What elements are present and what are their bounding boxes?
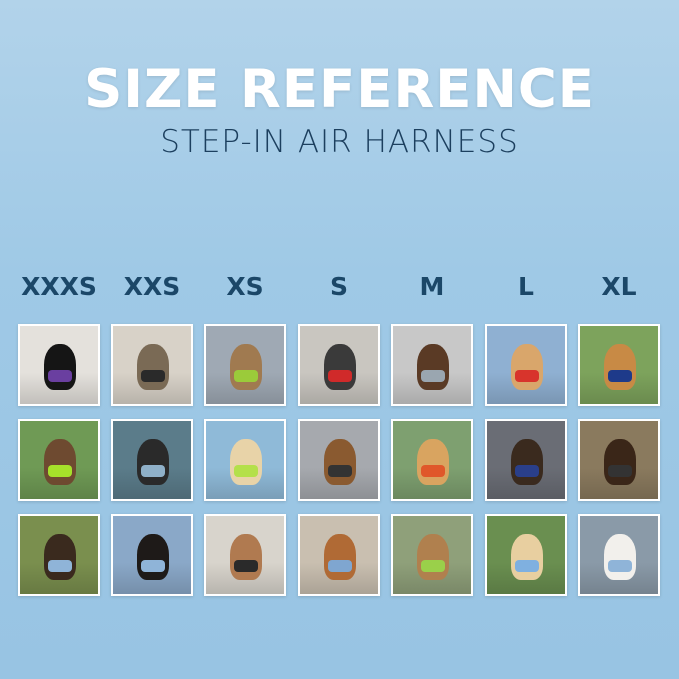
dog-image <box>604 534 636 580</box>
dog-image <box>137 534 169 580</box>
dog-image <box>324 439 356 485</box>
dog-image <box>324 344 356 390</box>
harness-image <box>421 465 445 477</box>
dog-photo-xxxs <box>18 419 100 501</box>
dog-image <box>604 439 636 485</box>
harness-image <box>48 465 72 477</box>
harness-image <box>328 465 352 477</box>
harness-image <box>48 370 72 382</box>
dog-photo-m <box>391 324 473 406</box>
dog-photo-l <box>485 324 567 406</box>
dog-photo-l <box>485 419 567 501</box>
dog-image <box>44 534 76 580</box>
dog-image <box>137 439 169 485</box>
harness-image <box>234 370 258 382</box>
dog-image <box>417 439 449 485</box>
dog-image <box>417 344 449 390</box>
page-subtitle: STEP-IN AIR HARNESS <box>160 124 519 160</box>
dog-photo-s <box>298 514 380 596</box>
size-label-xxs: XXS <box>123 272 181 301</box>
size-label-xl: XL <box>601 272 637 301</box>
harness-image <box>421 370 445 382</box>
size-label-xxxs: XXXS <box>21 272 97 301</box>
dog-image <box>511 439 543 485</box>
harness-image <box>608 370 632 382</box>
dog-photo-xl <box>578 324 660 406</box>
harness-image <box>515 560 539 572</box>
harness-image <box>515 465 539 477</box>
dog-photo-xs <box>204 324 286 406</box>
size-label-m: M <box>419 272 445 301</box>
harness-image <box>608 560 632 572</box>
harness-image <box>48 560 72 572</box>
dog-image <box>230 344 262 390</box>
dog-image <box>511 534 543 580</box>
dog-photo-m <box>391 419 473 501</box>
dog-photo-xxs <box>111 419 193 501</box>
dog-image <box>44 344 76 390</box>
dog-image <box>324 534 356 580</box>
harness-image <box>608 465 632 477</box>
harness-image <box>141 465 165 477</box>
harness-image <box>328 560 352 572</box>
dog-image <box>417 534 449 580</box>
size-label-l: L <box>518 272 534 301</box>
dog-photo-xs <box>204 419 286 501</box>
dog-photo-xxs <box>111 324 193 406</box>
dog-photo-xl <box>578 514 660 596</box>
dog-image <box>230 534 262 580</box>
dog-photo-m <box>391 514 473 596</box>
size-label-s: S <box>329 272 348 301</box>
harness-image <box>141 370 165 382</box>
dog-image <box>604 344 636 390</box>
dog-image <box>230 439 262 485</box>
harness-image <box>328 370 352 382</box>
harness-image <box>141 560 165 572</box>
harness-image <box>515 370 539 382</box>
dog-photo-xxxs <box>18 514 100 596</box>
size-label-xs: XS <box>226 272 264 301</box>
dog-photo-xxs <box>111 514 193 596</box>
harness-image <box>234 560 258 572</box>
dog-photo-s <box>298 324 380 406</box>
dog-photo-xxxs <box>18 324 100 406</box>
page-title: SIZE REFERENCE <box>84 59 595 120</box>
harness-image <box>234 465 258 477</box>
dog-photo-s <box>298 419 380 501</box>
dog-photo-l <box>485 514 567 596</box>
dog-image <box>137 344 169 390</box>
dog-photo-xl <box>578 419 660 501</box>
harness-image <box>421 560 445 572</box>
dog-image <box>511 344 543 390</box>
dog-image <box>44 439 76 485</box>
dog-photo-xs <box>204 514 286 596</box>
